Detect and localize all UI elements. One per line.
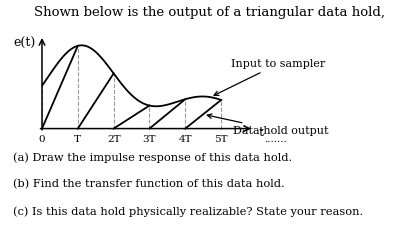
Text: Input to sampler: Input to sampler [214,59,326,95]
Text: (a) Draw the impulse response of this data hold.: (a) Draw the impulse response of this da… [13,152,292,163]
Text: 5T: 5T [214,135,228,144]
Text: (c) Is this data hold physically realizable? State your reason.: (c) Is this data hold physically realiza… [13,206,363,217]
Text: 0: 0 [39,135,45,144]
Text: 2T: 2T [107,135,121,144]
Text: 3T: 3T [143,135,156,144]
Text: e(t): e(t) [13,37,35,50]
Text: T: T [74,135,81,144]
Text: 4T: 4T [178,135,192,144]
Text: Data-hold output: Data-hold output [207,114,328,136]
Text: Shown below is the output of a triangular data hold,: Shown below is the output of a triangula… [34,6,386,19]
Text: (b) Find the transfer function of this data hold.: (b) Find the transfer function of this d… [13,179,284,190]
Text: .......: ....... [264,135,287,144]
Text: t: t [258,126,263,139]
